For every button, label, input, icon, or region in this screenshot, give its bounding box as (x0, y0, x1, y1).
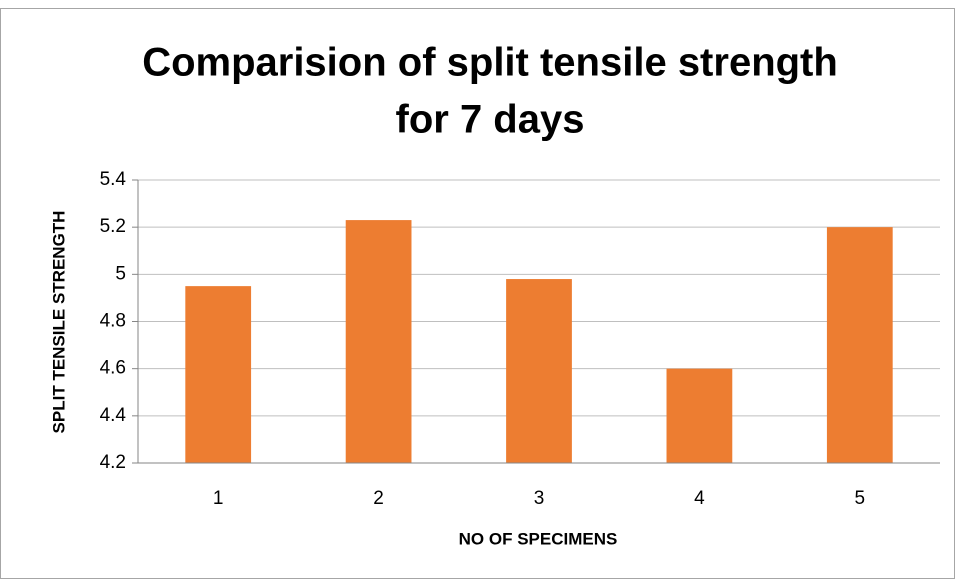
chart-title: for 7 days (396, 98, 585, 142)
y-tick-label: 4.8 (100, 311, 126, 332)
y-tick-label: 5 (115, 263, 126, 284)
y-tick-label: 4.6 (100, 358, 126, 379)
x-tick-label: 3 (534, 488, 545, 509)
bar (345, 220, 412, 463)
bar (826, 227, 893, 463)
x-tick-label: 5 (855, 488, 866, 509)
x-axis-title: NO OF SPECIMENS (459, 529, 618, 548)
y-axis-title: SPLIT TENSILE STRENGTH (49, 211, 68, 434)
y-tick-label: 5.4 (100, 169, 127, 190)
bar (506, 279, 572, 463)
x-tick-label: 2 (373, 488, 384, 509)
x-tick-label: 4 (694, 488, 705, 509)
bar (666, 368, 733, 463)
y-tick-label: 4.2 (100, 452, 126, 473)
y-tick-label: 5.2 (100, 216, 126, 237)
chart-title: Comparision of split tensile strength (142, 41, 838, 85)
x-tick-label: 1 (213, 488, 224, 509)
chart-frame (0, 8, 955, 579)
bar (185, 286, 252, 463)
y-tick-label: 4.4 (100, 405, 127, 426)
